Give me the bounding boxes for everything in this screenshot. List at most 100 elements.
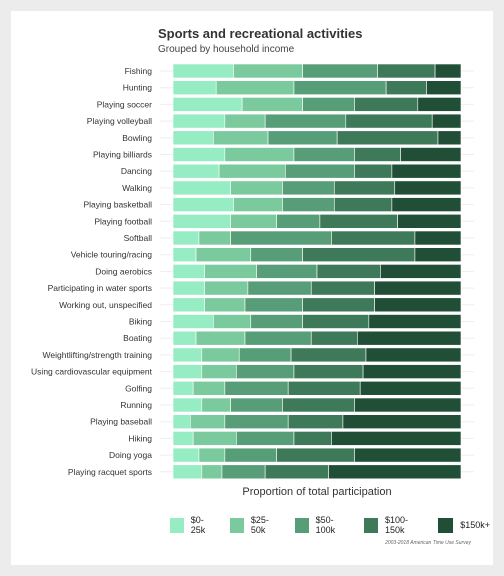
legend: $0-25k $25-50k $50-100k $100-150k $150k+ bbox=[170, 515, 504, 535]
legend-item-s4: $150k+ bbox=[438, 517, 490, 533]
bar-segment-working-out-unspecified-s4 bbox=[374, 297, 462, 313]
bar-segment-playing-racquet-sports-s0 bbox=[172, 464, 203, 480]
bar-segment-playing-soccer-s0 bbox=[172, 97, 243, 112]
bar-segment-fishing-s3 bbox=[377, 63, 436, 79]
bar-segment-fishing-s0 bbox=[172, 63, 234, 79]
bar-segment-boating-s1 bbox=[195, 330, 246, 346]
bar-segment-playing-basketball-s1 bbox=[233, 197, 283, 212]
legend-item-s1: $25-50k bbox=[230, 515, 281, 535]
bar-segment-hiking-s3 bbox=[293, 431, 332, 446]
bar-segment-playing-billiards-s2 bbox=[293, 147, 355, 162]
bar-segment-participating-in-water-sports-s2 bbox=[247, 280, 312, 296]
bar-segment-biking-s1 bbox=[213, 314, 252, 329]
legend-swatch-s3 bbox=[364, 517, 378, 533]
bar-segment-bowling-s0 bbox=[172, 130, 214, 146]
category-label-playing-billiards: Playing billiards bbox=[93, 150, 152, 160]
bar-segment-hunting-s2 bbox=[293, 80, 387, 95]
bar-segment-boating-s0 bbox=[172, 330, 197, 346]
category-label-playing-soccer: Playing soccer bbox=[97, 99, 152, 109]
bar-segment-using-cardiovascular-equipment-s4 bbox=[362, 364, 462, 379]
bar-segment-softball-s0 bbox=[172, 230, 200, 246]
bar-segment-softball-s3 bbox=[331, 230, 416, 246]
category-label-walking: Walking bbox=[122, 183, 152, 193]
bar-segment-walking-s0 bbox=[172, 180, 231, 196]
bar-segment-playing-soccer-s1 bbox=[241, 97, 303, 112]
bar-segment-running-s3 bbox=[282, 397, 355, 413]
bar-segment-vehicle-touring-racing-s0 bbox=[172, 247, 197, 262]
bar-segment-playing-football-s0 bbox=[172, 214, 231, 229]
bar-segment-biking-s3 bbox=[302, 314, 370, 329]
bar-segment-participating-in-water-sports-s1 bbox=[204, 280, 249, 296]
category-label-playing-racquet-sports: Playing racquet sports bbox=[68, 467, 152, 477]
bar-segment-vehicle-touring-racing-s1 bbox=[195, 247, 252, 262]
bar-segment-dancing-s4 bbox=[391, 163, 462, 179]
bar-segment-playing-basketball-s0 bbox=[172, 197, 234, 212]
legend-label-s2: $50-100k bbox=[315, 515, 336, 535]
bar-segment-weightlifting-strength-training-s4 bbox=[365, 347, 462, 363]
bar-segment-weightlifting-strength-training-s3 bbox=[290, 347, 367, 363]
bar-segment-dancing-s3 bbox=[354, 163, 393, 179]
legend-swatch-s1 bbox=[230, 517, 244, 533]
category-label-playing-baseball: Playing baseball bbox=[90, 417, 152, 427]
bar-segment-fishing-s2 bbox=[302, 63, 378, 79]
legend-label-s1: $25-50k bbox=[250, 515, 269, 535]
bar-segment-vehicle-touring-racing-s2 bbox=[250, 247, 303, 262]
chart-title: Sports and recreational activities bbox=[158, 26, 363, 41]
bar-segment-doing-yoga-s1 bbox=[198, 447, 226, 463]
bar-segment-playing-baseball-s0 bbox=[172, 414, 191, 430]
bar-segment-dancing-s0 bbox=[172, 163, 220, 179]
bar-segment-playing-soccer-s2 bbox=[302, 97, 355, 112]
bar-segment-working-out-unspecified-s3 bbox=[302, 297, 375, 313]
bar-segment-golfing-s3 bbox=[287, 380, 361, 396]
bar-segment-dancing-s2 bbox=[285, 163, 355, 179]
bar-segment-playing-football-s3 bbox=[319, 214, 398, 229]
category-label-bowling: Bowling bbox=[122, 133, 152, 143]
bar-segment-playing-football-s1 bbox=[230, 214, 277, 229]
bar-segment-playing-billiards-s3 bbox=[354, 147, 401, 162]
legend-item-s2: $50-100k bbox=[294, 515, 350, 535]
category-label-hiking: Hiking bbox=[128, 433, 152, 443]
category-label-vehicle-touring-racing: Vehicle touring/racing bbox=[71, 250, 153, 260]
bar-segment-participating-in-water-sports-s0 bbox=[172, 280, 205, 296]
x-axis-label: Proportion of total participation bbox=[242, 486, 392, 498]
bar-segment-playing-volleyball-s4 bbox=[431, 113, 462, 129]
bar-segment-bowling-s1 bbox=[213, 130, 269, 146]
bar-segment-golfing-s2 bbox=[224, 380, 289, 396]
bar-segment-walking-s3 bbox=[333, 180, 396, 196]
legend-swatch-s0 bbox=[170, 517, 184, 533]
category-label-working-out-unspecified: Working out, unspecified bbox=[59, 300, 152, 310]
bar-segment-doing-yoga-s2 bbox=[224, 447, 277, 463]
bar-segment-boating-s4 bbox=[357, 330, 462, 346]
bar-segment-playing-volleyball-s2 bbox=[264, 113, 347, 129]
category-label-playing-volleyball: Playing volleyball bbox=[87, 116, 152, 126]
bar-segment-playing-soccer-s4 bbox=[417, 97, 462, 112]
bar-segment-running-s4 bbox=[354, 397, 462, 413]
category-label-boating: Boating bbox=[123, 333, 152, 343]
bar-segment-golfing-s1 bbox=[192, 380, 226, 396]
bar-segment-weightlifting-strength-training-s0 bbox=[172, 347, 203, 363]
category-label-running: Running bbox=[120, 400, 152, 410]
category-label-participating-in-water-sports: Participating in water sports bbox=[48, 283, 152, 293]
bar-segment-biking-s0 bbox=[172, 314, 214, 329]
bar-segment-doing-aerobics-s3 bbox=[316, 264, 381, 279]
bar-segment-doing-aerobics-s4 bbox=[380, 264, 462, 279]
bar-segment-fishing-s4 bbox=[434, 63, 462, 79]
bar-segment-playing-billiards-s4 bbox=[400, 147, 462, 162]
bar-segment-bowling-s3 bbox=[336, 130, 439, 146]
bar-segment-playing-basketball-s3 bbox=[333, 197, 393, 212]
bar-segment-playing-racquet-sports-s4 bbox=[328, 464, 462, 480]
bar-segment-walking-s2 bbox=[282, 180, 335, 196]
bar-segment-playing-billiards-s1 bbox=[224, 147, 295, 162]
bar-segment-biking-s4 bbox=[368, 314, 462, 329]
bar-segment-using-cardiovascular-equipment-s0 bbox=[172, 364, 203, 379]
bar-segment-playing-soccer-s3 bbox=[354, 97, 419, 112]
bar-segment-playing-football-s4 bbox=[397, 214, 462, 229]
bar-segment-playing-basketball-s4 bbox=[391, 197, 462, 212]
bar-segment-playing-volleyball-s0 bbox=[172, 113, 226, 129]
bar-segment-golfing-s4 bbox=[359, 380, 462, 396]
category-label-doing-aerobics: Doing aerobics bbox=[95, 266, 152, 276]
category-label-hunting: Hunting bbox=[123, 83, 153, 93]
bar-segment-using-cardiovascular-equipment-s1 bbox=[201, 364, 237, 379]
bar-segment-fishing-s1 bbox=[233, 63, 303, 79]
